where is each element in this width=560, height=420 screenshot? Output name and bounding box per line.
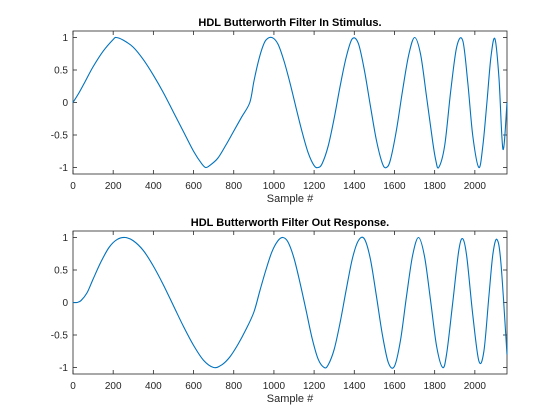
- x-tick-label: 600: [185, 181, 202, 192]
- x-axis-label-stimulus: Sample #: [267, 193, 314, 205]
- x-tick-label: 1800: [424, 181, 447, 192]
- y-tick-label: 0.5: [54, 66, 68, 77]
- x-tick-label: 1200: [303, 381, 326, 392]
- plot-stimulus: HDL Butterworth Filter In Stimulus. -1 -0…: [51, 17, 508, 205]
- y-tick-label: -1: [59, 163, 68, 174]
- axes-box-stimulus: [72, 30, 508, 175]
- x-tick-label: 2000: [464, 381, 487, 392]
- axes-box-response: [72, 230, 508, 375]
- chart-title-response: HDL Butterworth Filter Out Response.: [191, 217, 389, 229]
- y-tick-label: 1: [62, 233, 68, 244]
- x-tick-label: 600: [185, 381, 202, 392]
- y-tick-label: -1: [59, 363, 68, 374]
- x-axis-label-response: Sample #: [267, 393, 314, 405]
- y-tick-label: 0.5: [54, 266, 68, 277]
- x-tick-label: 1000: [263, 381, 286, 392]
- series-line-response: [72, 236, 508, 369]
- x-tick-label: 1200: [303, 181, 326, 192]
- x-tick-label: 200: [105, 381, 122, 392]
- y-tick-label: -0.5: [51, 131, 69, 142]
- x-tick-label: 2000: [464, 181, 487, 192]
- x-ticks-stimulus: 0 200 400 600 800 1000 1200 1400 1600 1800 2000: [70, 31, 486, 192]
- x-tick-label: 800: [225, 181, 242, 192]
- series-line-stimulus: [72, 36, 508, 169]
- y-tick-label: 0: [62, 298, 68, 309]
- y-ticks-stimulus: -1 -0.5 0 0.5 1: [51, 33, 507, 174]
- x-tick-label: 400: [145, 181, 162, 192]
- x-tick-label: 0: [70, 381, 76, 392]
- x-tick-label: 0: [70, 181, 76, 192]
- x-ticks-response: 0 200 400 600 800 1000 1200 1400 1600 1800 2000: [70, 231, 486, 392]
- x-tick-label: 1400: [343, 181, 366, 192]
- x-tick-label: 1600: [383, 381, 406, 392]
- y-tick-label: 0: [62, 98, 68, 109]
- chart-title-stimulus: HDL Butterworth Filter In Stimulus.: [198, 17, 381, 29]
- plot-response: HDL Butterworth Filter Out Response. -1 -…: [51, 217, 508, 405]
- x-tick-label: 200: [105, 181, 122, 192]
- y-tick-label: -0.5: [51, 331, 69, 342]
- x-tick-label: 1000: [263, 181, 286, 192]
- x-tick-label: 1800: [424, 381, 447, 392]
- x-tick-label: 800: [225, 381, 242, 392]
- x-tick-label: 1600: [383, 181, 406, 192]
- x-tick-label: 1400: [343, 381, 366, 392]
- y-tick-label: 1: [62, 33, 68, 44]
- x-tick-label: 400: [145, 381, 162, 392]
